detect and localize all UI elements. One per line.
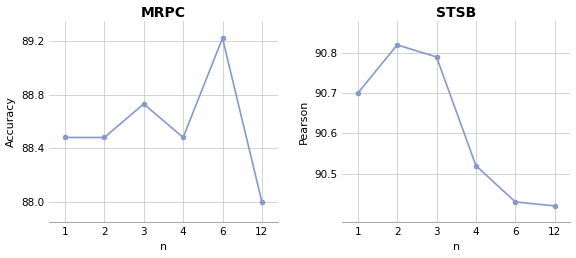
Y-axis label: Accuracy: Accuracy — [6, 96, 16, 147]
Title: MRPC: MRPC — [141, 6, 186, 20]
Title: STSB: STSB — [436, 6, 476, 20]
Y-axis label: Pearson: Pearson — [298, 99, 309, 143]
X-axis label: n: n — [160, 243, 167, 252]
X-axis label: n: n — [453, 243, 460, 252]
